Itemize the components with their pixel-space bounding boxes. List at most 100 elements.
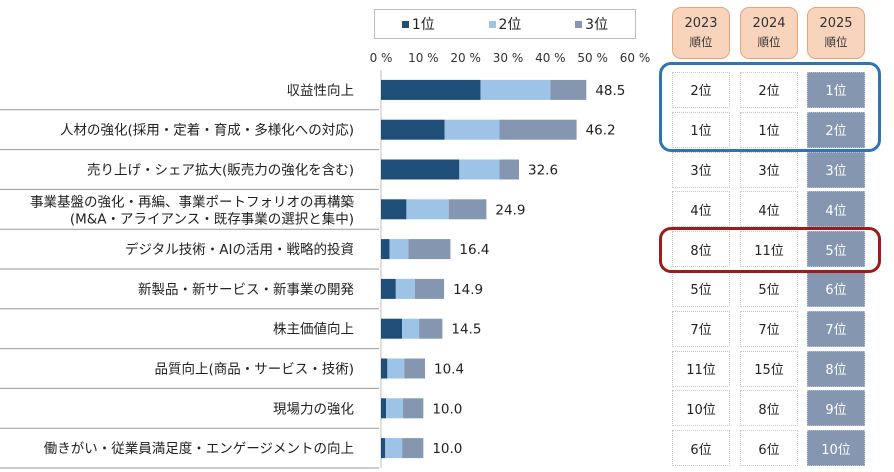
bar-total-label: 32.6 (528, 163, 558, 179)
bar-total-label: 14.5 (451, 322, 481, 338)
category-label: デジタル技術・AIの活用・戦略的投資 (125, 241, 354, 258)
rank-cell: 1位 (672, 111, 730, 148)
rank-cell: 3位 (672, 151, 730, 188)
bar-total-label: 10.4 (434, 362, 464, 378)
legend-swatch-rank2 (488, 20, 496, 28)
rising-rank-highlight (659, 227, 881, 273)
bar-total-label: 16.4 (459, 242, 489, 258)
x-tick-label: 60 % (620, 51, 651, 65)
bar-segment-rank1 (381, 438, 386, 459)
category-label: 事業基盤の強化・再編、事業ポートフォリオの再構築 (30, 193, 354, 210)
bar-segment-rank1 (381, 159, 460, 180)
bar-segment-rank3 (419, 318, 443, 339)
rank-cell: 3位 (807, 151, 865, 188)
rank-cell: 5位 (807, 231, 865, 268)
rank-header-label: 順位 (757, 35, 781, 49)
bar-segment-rank1 (381, 79, 481, 100)
bar-segment-rank1 (381, 239, 390, 260)
rank-cell: 8位 (740, 390, 798, 427)
bar-segment-rank3 (408, 239, 451, 260)
rank-cell: 9位 (807, 390, 865, 427)
rank-cell: 8位 (672, 231, 730, 268)
category-label: 売り上げ・シェア拡大(販売力の強化を含む) (87, 163, 354, 179)
x-tick-label: 30 % (493, 51, 524, 65)
chart-legend: 1位 2位 3位 (374, 9, 636, 39)
rank-cell: 6位 (807, 270, 865, 307)
legend-label-rank2: 2位 (498, 17, 522, 33)
bar-segment-rank3 (404, 358, 426, 379)
rank-cell: 5位 (672, 270, 730, 307)
year-header-2024: 2024 順位 (740, 7, 798, 59)
bar-segment-rank2 (395, 278, 415, 299)
x-tick-label: 0 % (370, 51, 393, 65)
bar-segment-rank2 (389, 239, 409, 260)
bar-segment-rank1 (381, 358, 388, 379)
rank-cell: 3位 (740, 151, 798, 188)
rank-cell: 2位 (672, 71, 730, 108)
rank-header-label: 順位 (824, 35, 848, 49)
legend-swatch-rank3 (575, 20, 583, 28)
rank-cell: 5位 (740, 270, 798, 307)
bar-total-label: 24.9 (495, 202, 525, 218)
category-label: 現場力の強化 (273, 401, 354, 417)
bar-segment-rank2 (480, 79, 551, 100)
rank-cell: 7位 (740, 310, 798, 347)
year-header-2025: 2025 順位 (807, 7, 865, 59)
rank-cell: 6位 (672, 430, 730, 467)
rank-cell: 2位 (740, 71, 798, 108)
rank-cell: 6位 (740, 430, 798, 467)
rank-cell: 7位 (807, 310, 865, 347)
bar-segment-rank3 (402, 438, 424, 459)
bar-segment-rank3 (499, 119, 577, 140)
rank-cell: 1位 (740, 111, 798, 148)
year-header-2023: 2023 順位 (672, 7, 730, 59)
bar-total-label: 10.0 (432, 441, 462, 457)
x-tick-label: 10 % (408, 51, 439, 65)
category-sublabel: (M&A・アライアンス・既存事業の選択と集中) (70, 211, 354, 227)
x-tick-label: 50 % (577, 51, 608, 65)
bar-segment-rank1 (381, 199, 407, 220)
bar-segment-rank2 (406, 199, 449, 220)
bar-total-label: 48.5 (595, 83, 625, 99)
category-label: 新製品・新サービス・新事業の開発 (138, 282, 354, 298)
bar-total-label: 10.0 (432, 401, 462, 417)
legend-item-rank1: 1位 (401, 14, 435, 34)
year-label: 2024 (752, 16, 786, 31)
top-ranks-highlight (659, 62, 881, 152)
legend-label-rank1: 1位 (411, 17, 435, 33)
bar-segment-rank2 (385, 438, 403, 459)
bar-segment-rank2 (402, 318, 420, 339)
rank-cell: 2位 (807, 111, 865, 148)
legend-item-rank3: 3位 (575, 14, 608, 34)
bar-segment-rank3 (414, 278, 445, 299)
bar-segment-rank2 (386, 398, 404, 419)
rank-cell: 11位 (672, 350, 730, 387)
rank-cell: 4位 (672, 191, 730, 228)
bar-segment-rank3 (448, 199, 487, 220)
legend-label-rank3: 3位 (585, 17, 609, 33)
bar-segment-rank3 (550, 79, 587, 100)
rank-cell: 10位 (672, 390, 730, 427)
rank-cell: 4位 (807, 191, 865, 228)
x-tick-label: 40 % (535, 51, 566, 65)
bar-segment-rank2 (387, 358, 405, 379)
year-label: 2025 (819, 16, 853, 31)
bar-total-label: 14.9 (453, 282, 483, 298)
bar-segment-rank2 (459, 159, 500, 180)
bar-segment-rank1 (381, 318, 403, 339)
category-label: 人材の強化(採用・定着・育成・多様化への対応) (60, 122, 354, 139)
legend-swatch-rank1 (401, 20, 409, 28)
rank-header-label: 順位 (689, 35, 713, 49)
category-label: 株主価値向上 (273, 322, 354, 338)
bar-total-label: 46.2 (586, 123, 616, 139)
category-label: 収益性向上 (287, 83, 355, 99)
bar-segment-rank1 (381, 398, 387, 419)
bar-segment-rank2 (444, 119, 500, 140)
rank-cell: 1位 (807, 71, 865, 108)
bar-segment-rank3 (403, 398, 424, 419)
rank-cell: 4位 (740, 191, 798, 228)
legend-item-rank2: 2位 (488, 14, 522, 34)
rank-cell: 10位 (807, 430, 865, 467)
bar-segment-rank3 (499, 159, 520, 180)
